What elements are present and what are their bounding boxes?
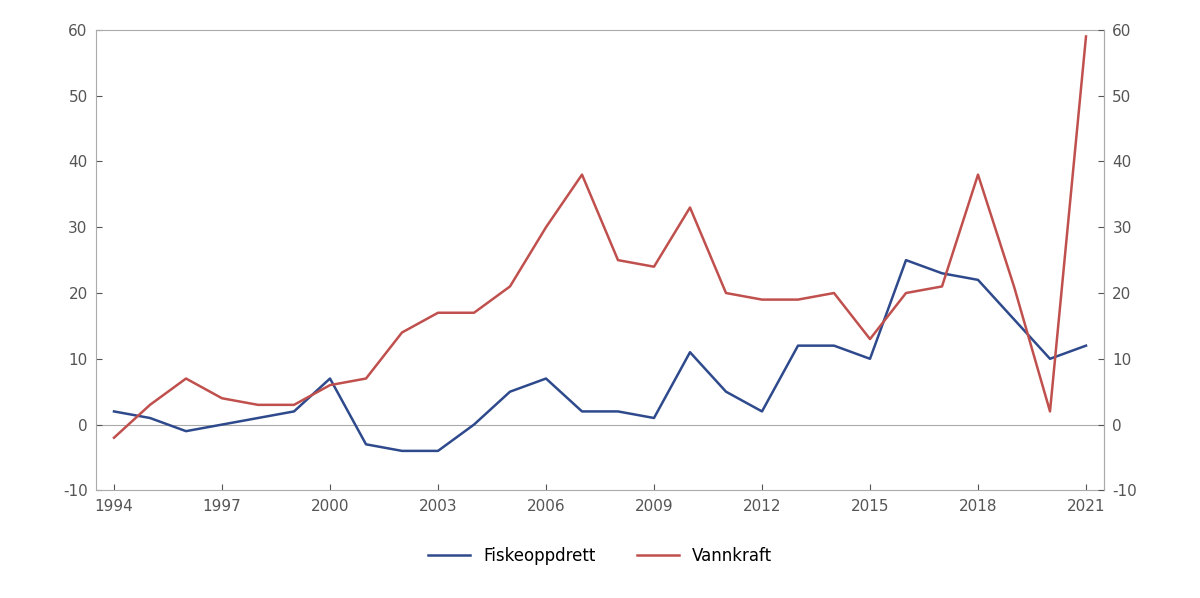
Vannkraft	[359, 375, 373, 382]
Fiskeoppdrett	[179, 428, 193, 435]
Fiskeoppdrett	[899, 257, 913, 264]
Vannkraft	[215, 395, 229, 402]
Vannkraft	[647, 263, 661, 270]
Fiskeoppdrett	[863, 355, 877, 362]
Fiskeoppdrett	[935, 270, 949, 277]
Fiskeoppdrett	[827, 342, 841, 349]
Vannkraft	[143, 401, 157, 408]
Fiskeoppdrett	[215, 421, 229, 428]
Fiskeoppdrett	[503, 388, 517, 395]
Fiskeoppdrett	[467, 421, 481, 428]
Vannkraft	[287, 401, 301, 408]
Fiskeoppdrett	[395, 447, 409, 454]
Vannkraft	[683, 204, 697, 211]
Fiskeoppdrett	[647, 414, 661, 422]
Vannkraft	[251, 401, 265, 408]
Vannkraft	[107, 434, 121, 441]
Fiskeoppdrett	[359, 441, 373, 448]
Vannkraft	[755, 296, 769, 303]
Vannkraft	[467, 309, 481, 316]
Vannkraft	[575, 171, 589, 178]
Fiskeoppdrett	[143, 414, 157, 422]
Vannkraft	[719, 289, 733, 297]
Vannkraft	[1007, 283, 1021, 290]
Fiskeoppdrett	[107, 408, 121, 415]
Vannkraft	[827, 289, 841, 297]
Fiskeoppdrett	[1079, 342, 1093, 349]
Fiskeoppdrett	[971, 276, 985, 283]
Vannkraft	[503, 283, 517, 290]
Fiskeoppdrett	[1007, 316, 1021, 323]
Fiskeoppdrett	[539, 375, 553, 382]
Vannkraft	[791, 296, 805, 303]
Fiskeoppdrett	[791, 342, 805, 349]
Vannkraft	[539, 224, 553, 231]
Fiskeoppdrett	[719, 388, 733, 395]
Fiskeoppdrett	[1043, 355, 1057, 362]
Vannkraft	[863, 335, 877, 343]
Line: Fiskeoppdrett: Fiskeoppdrett	[114, 260, 1086, 451]
Fiskeoppdrett	[575, 408, 589, 415]
Vannkraft	[899, 289, 913, 297]
Vannkraft	[611, 257, 625, 264]
Fiskeoppdrett	[431, 447, 445, 454]
Vannkraft	[1043, 408, 1057, 415]
Vannkraft	[935, 283, 949, 290]
Fiskeoppdrett	[287, 408, 301, 415]
Vannkraft	[179, 375, 193, 382]
Fiskeoppdrett	[323, 375, 337, 382]
Fiskeoppdrett	[611, 408, 625, 415]
Vannkraft	[431, 309, 445, 316]
Vannkraft	[395, 329, 409, 336]
Vannkraft	[971, 171, 985, 178]
Fiskeoppdrett	[755, 408, 769, 415]
Legend: Fiskeoppdrett, Vannkraft: Fiskeoppdrett, Vannkraft	[421, 541, 779, 572]
Fiskeoppdrett	[251, 414, 265, 422]
Fiskeoppdrett	[683, 349, 697, 356]
Vannkraft	[1079, 33, 1093, 40]
Line: Vannkraft: Vannkraft	[114, 36, 1086, 438]
Vannkraft	[323, 382, 337, 389]
